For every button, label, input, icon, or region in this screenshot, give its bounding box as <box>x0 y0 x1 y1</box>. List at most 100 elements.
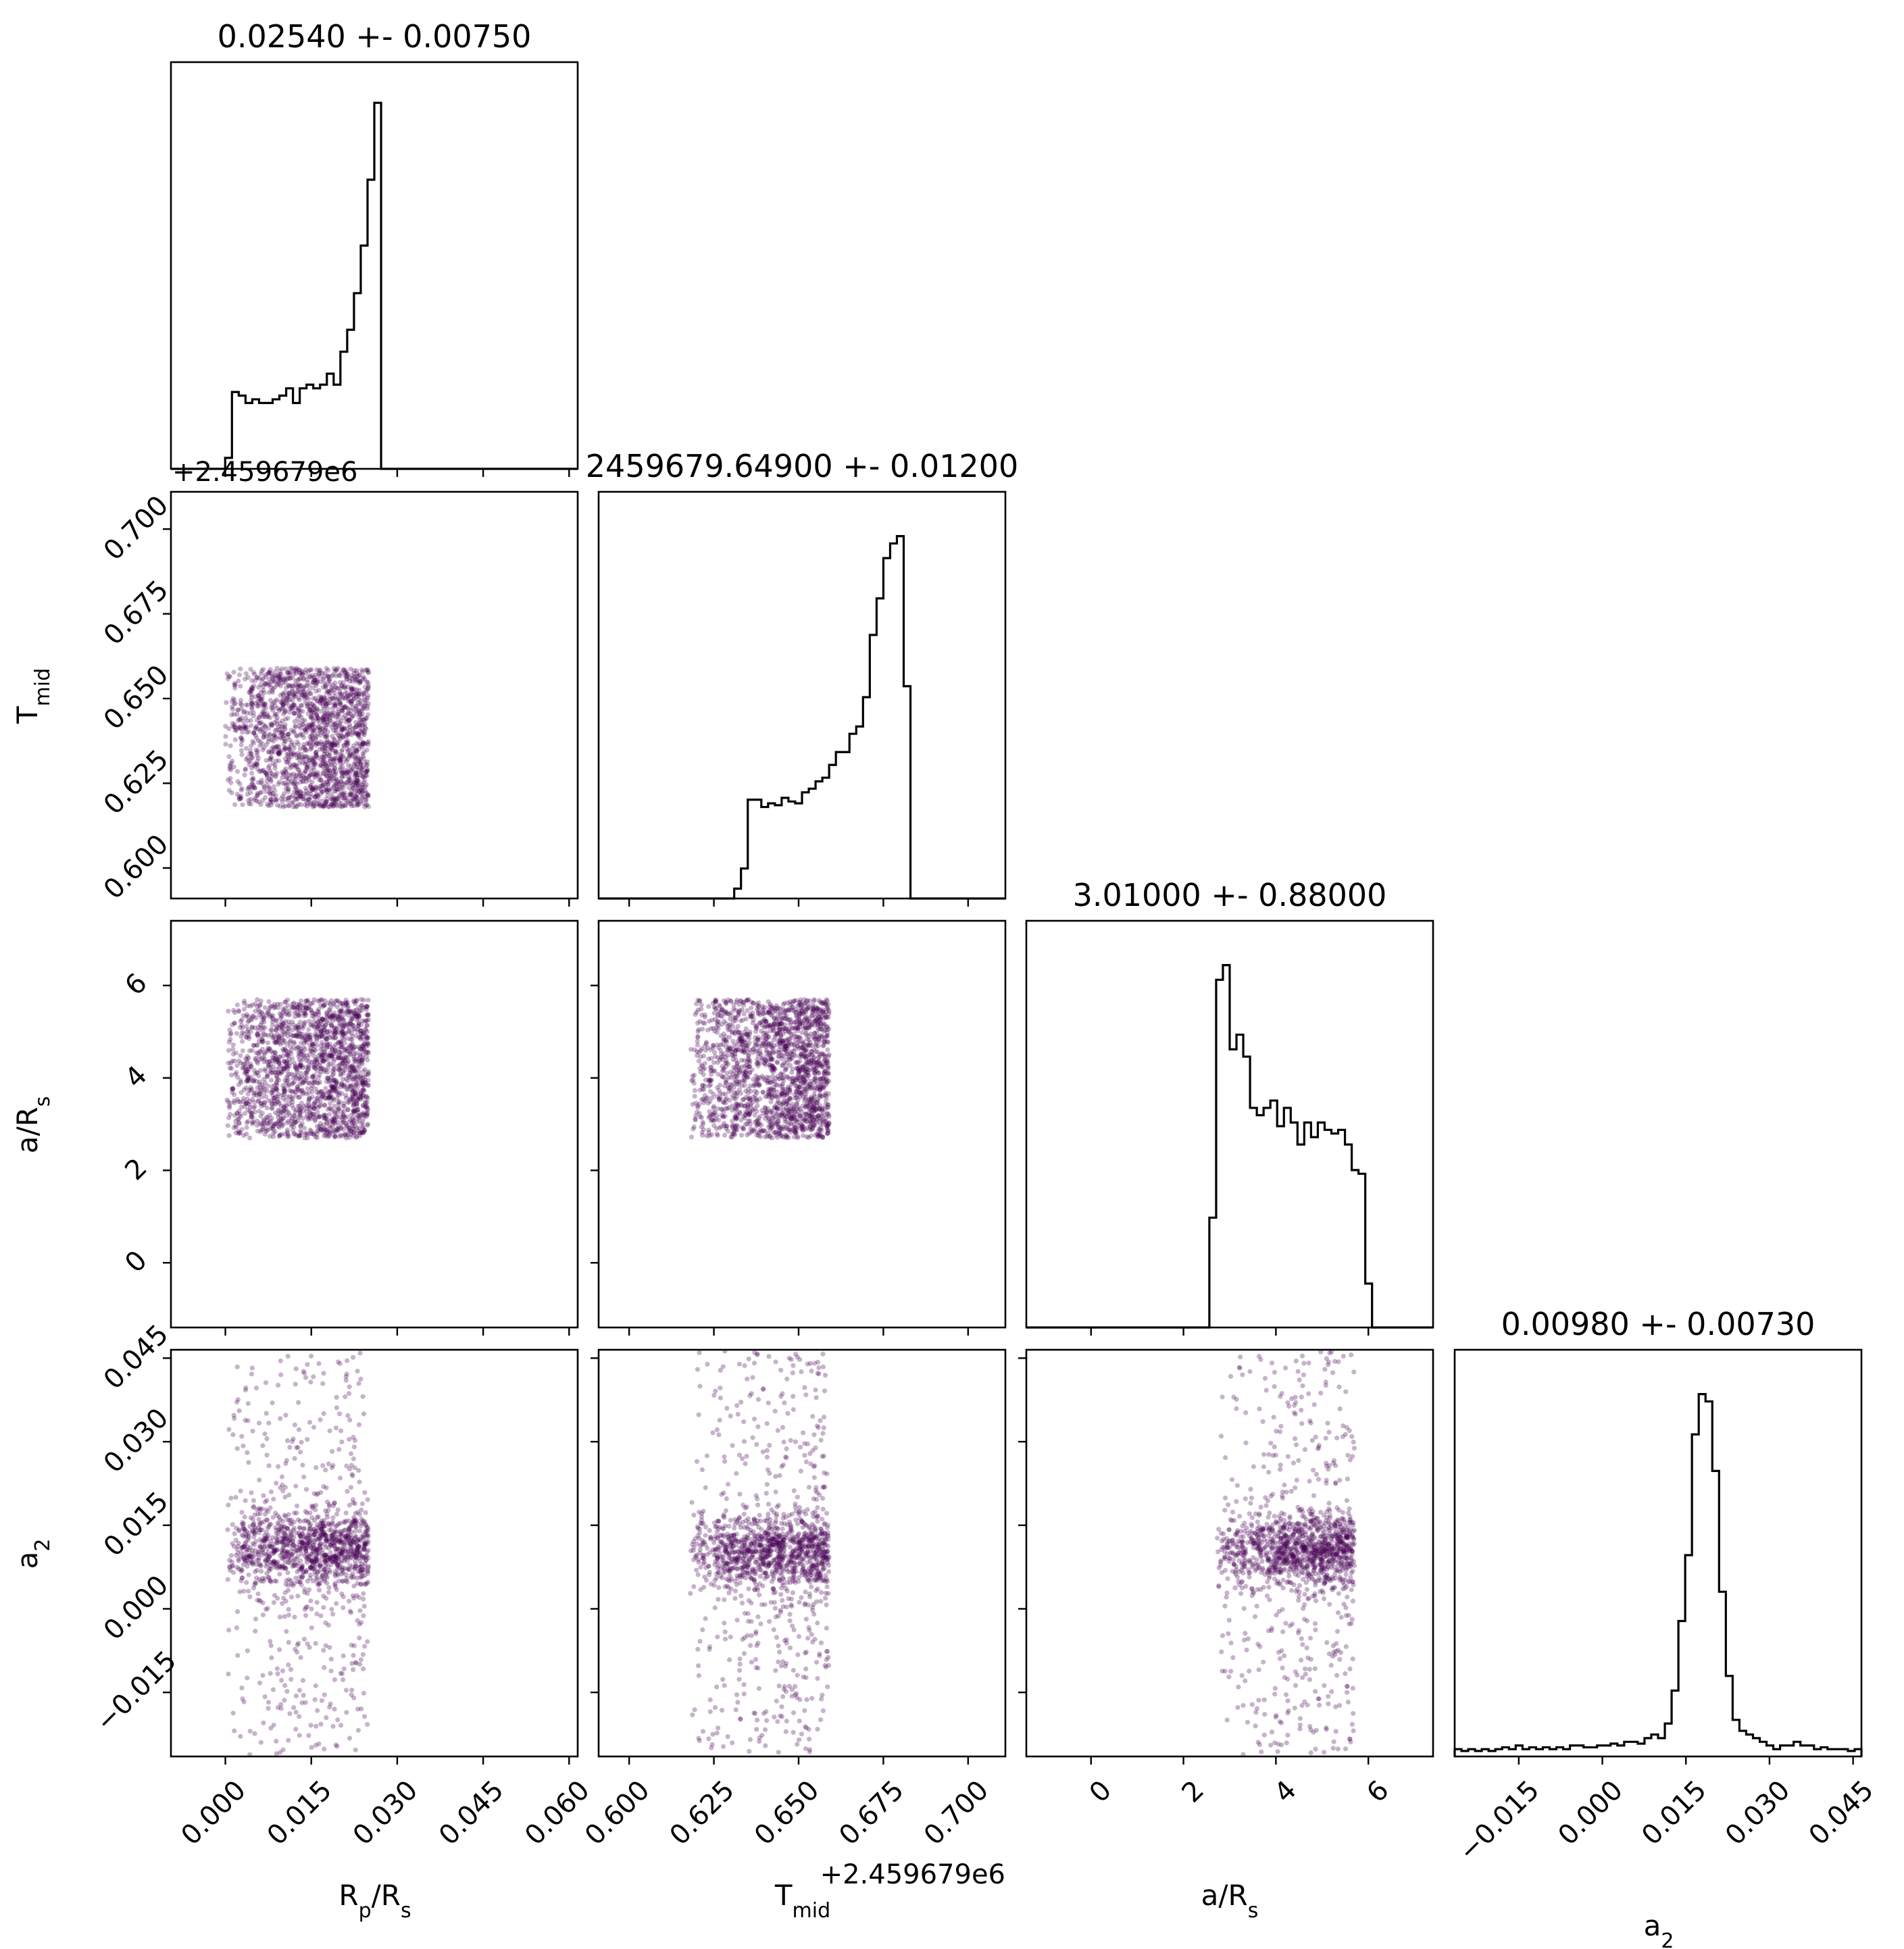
scatter-point <box>364 1023 370 1028</box>
scatter-point <box>271 1130 276 1136</box>
scatter-point <box>324 746 330 751</box>
scatter-point <box>356 784 361 789</box>
scatter-point <box>347 781 353 786</box>
scatter-point <box>328 771 333 776</box>
scatter-point <box>236 1099 241 1105</box>
scatter-point <box>253 1009 258 1014</box>
scatter-point <box>345 705 351 711</box>
scatter-point <box>282 717 289 722</box>
scatter-point <box>320 803 326 809</box>
scatter-point <box>331 666 336 672</box>
scatter-point <box>298 802 303 807</box>
scatter-point <box>315 699 320 704</box>
scatter-point <box>299 672 304 678</box>
scatter-point <box>310 728 316 734</box>
scatter-point <box>695 1042 700 1048</box>
scatter-point <box>305 1132 310 1137</box>
scatter-point <box>251 1105 257 1111</box>
scatter-point <box>296 742 301 747</box>
scatter-point <box>301 1044 306 1050</box>
scatter-point <box>314 753 319 758</box>
scatter-point <box>341 1100 347 1106</box>
scatter-point <box>325 719 330 725</box>
scatter-point <box>363 1099 368 1105</box>
scatter-point <box>261 1121 267 1128</box>
scatter-point <box>287 747 293 753</box>
scatter-point <box>318 997 324 1003</box>
scatter-point <box>290 675 295 680</box>
scatter-point <box>227 1028 232 1033</box>
scatter-point <box>304 1109 309 1114</box>
scatter-point <box>307 667 313 673</box>
scatter-panel-RpRs-Tmid <box>170 490 579 900</box>
scatter-point <box>245 1032 251 1037</box>
scatter-point <box>361 749 367 755</box>
scatter-point <box>321 1059 326 1064</box>
scatter-point <box>323 710 328 715</box>
scatter-point <box>287 737 293 742</box>
scatter-point <box>278 699 283 705</box>
scatter-point <box>251 777 256 782</box>
scatter-point <box>364 697 369 703</box>
scatter-point <box>283 1005 289 1011</box>
scatter-point <box>230 1090 235 1095</box>
scatter-point <box>332 703 337 709</box>
scatter-point <box>282 1000 288 1005</box>
scatter-point <box>298 1110 303 1115</box>
scatter-point <box>232 682 238 688</box>
scatter-point <box>343 674 349 680</box>
scatter-point <box>258 1049 264 1055</box>
scatter-point <box>306 764 311 769</box>
scatter-point <box>330 1014 336 1019</box>
scatter-point <box>257 714 262 719</box>
scatter-point <box>308 760 314 765</box>
scatter-point <box>272 699 278 704</box>
scatter-point <box>320 715 325 721</box>
scatter-point <box>312 678 318 683</box>
scatter-point <box>244 1023 249 1029</box>
scatter-point <box>701 1072 706 1078</box>
scatter-point <box>236 1121 242 1126</box>
scatter-point <box>366 684 371 690</box>
scatter-point <box>742 1063 747 1069</box>
scatter-point <box>304 695 309 701</box>
scatter-point <box>282 745 287 751</box>
scatter-point <box>311 727 317 732</box>
scatter-point <box>293 784 298 790</box>
scatter-point <box>278 803 283 809</box>
scatter-point <box>318 733 323 738</box>
scatter-point <box>280 691 286 697</box>
scatter-point <box>295 1086 301 1092</box>
scatter-point <box>332 1078 338 1083</box>
scatter-point <box>257 1079 263 1084</box>
scatter-point <box>263 724 268 729</box>
scatter-point <box>320 789 325 794</box>
scatter-point <box>359 667 365 673</box>
scatter-point <box>236 678 241 684</box>
scatter-point <box>271 679 276 684</box>
scatter-point <box>331 1085 337 1090</box>
scatter-point <box>331 1059 336 1064</box>
scatter-point <box>349 1016 355 1021</box>
scatter-point <box>337 721 343 726</box>
scatter-point <box>745 997 750 1003</box>
scatter-point <box>328 758 333 764</box>
scatter-point <box>770 1113 776 1119</box>
scatter-point <box>293 724 298 730</box>
scatter-point <box>357 1075 363 1080</box>
scatter-point <box>283 1098 289 1103</box>
scatter-point <box>261 688 266 693</box>
scatter-point <box>804 1134 809 1140</box>
scatter-point <box>794 1100 800 1106</box>
scatter-point <box>308 746 314 752</box>
scatter-point <box>261 1059 267 1065</box>
scatter-point <box>250 1115 255 1120</box>
scatter-point <box>330 1063 336 1069</box>
scatter-point <box>338 752 343 757</box>
scatter-point <box>286 803 291 809</box>
scatter-point <box>268 779 274 784</box>
scatter-point <box>231 711 237 717</box>
scatter-point <box>706 1056 711 1062</box>
scatter-point <box>311 1106 317 1111</box>
scatter-point <box>336 1107 342 1112</box>
